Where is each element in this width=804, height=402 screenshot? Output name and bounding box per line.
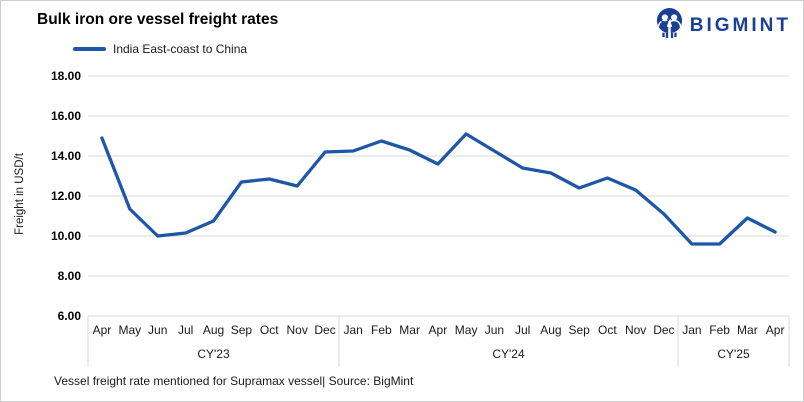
month-label: Apr [428, 323, 448, 337]
month-label: Jul [177, 323, 194, 337]
y-tick-label: 18.00 [50, 68, 81, 83]
year-label: CY'24 [492, 347, 525, 361]
chart-title: Bulk iron ore vessel freight rates [37, 11, 279, 28]
year-label: CY'23 [197, 347, 230, 361]
y-tick-label: 16.00 [50, 108, 81, 123]
y-tick-label: 10.00 [50, 228, 81, 243]
month-label: May [118, 323, 142, 337]
month-label: Mar [399, 323, 420, 337]
month-label: Oct [259, 323, 279, 337]
month-label: Feb [709, 323, 730, 337]
month-label: Jan [682, 323, 702, 337]
bigmint-logo-icon [655, 7, 684, 44]
month-label: Nov [286, 323, 308, 337]
y-tick-label: 6.00 [57, 308, 81, 323]
month-label: Dec [314, 323, 336, 337]
month-label: Sep [230, 323, 253, 337]
month-label: Aug [540, 323, 562, 337]
month-label: Sep [568, 323, 590, 337]
month-label: Feb [371, 323, 392, 337]
source-footnote: Vessel freight rate mentioned for Supram… [54, 374, 414, 388]
month-label: May [454, 323, 478, 337]
year-label: CY'25 [717, 347, 750, 361]
month-label: Nov [624, 323, 647, 337]
y-tick-label: 14.00 [50, 148, 81, 163]
y-tick-label: 8.00 [57, 268, 81, 283]
month-label: Jan [343, 323, 363, 337]
month-label: Jul [514, 323, 531, 337]
legend: India East-coast to China [73, 42, 247, 56]
bigmint-logo-text: BIGMINT [689, 14, 791, 36]
legend-series-label: India East-coast to China [113, 42, 248, 56]
month-label: Mar [737, 323, 758, 337]
month-label: Jun [484, 323, 505, 337]
month-label: Apr [92, 323, 112, 337]
month-label: Dec [653, 323, 675, 337]
month-label: Jun [148, 323, 168, 337]
bigmint-logo: BIGMINT [655, 7, 791, 44]
legend-line-swatch [73, 47, 106, 51]
y-tick-label: 12.00 [50, 188, 81, 203]
month-label: Aug [202, 323, 225, 337]
month-label: Apr [765, 323, 785, 337]
month-label: Oct [598, 323, 617, 337]
